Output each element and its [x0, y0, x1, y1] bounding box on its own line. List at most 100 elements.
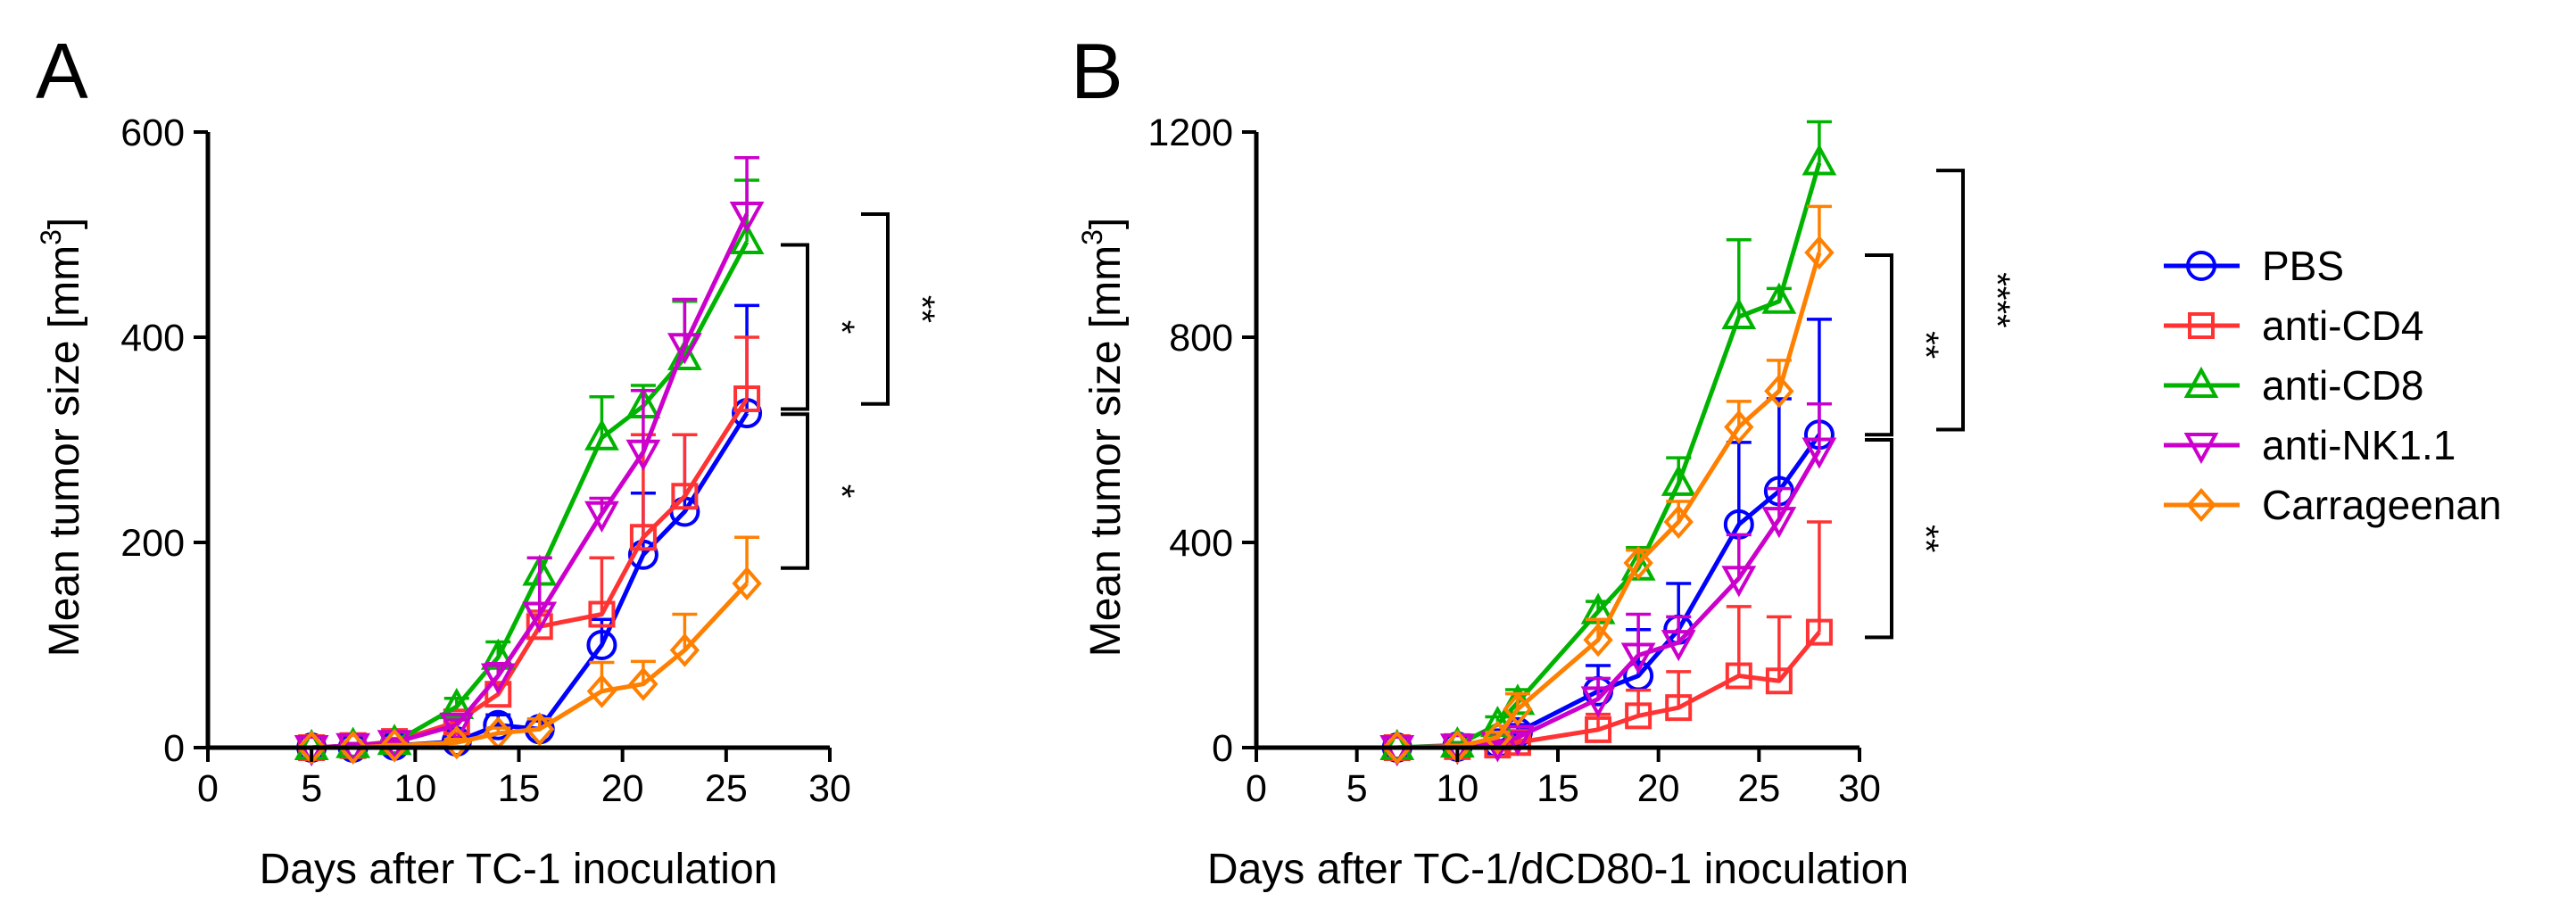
- data-point: [1482, 720, 1513, 755]
- significance-label: **: [1906, 525, 1945, 552]
- y-tick-label: 400: [120, 317, 185, 360]
- data-point: [1623, 545, 1653, 581]
- x-tick-label: 10: [1436, 767, 1479, 810]
- data-point: [1620, 642, 1656, 674]
- x-tick-label: 0: [1246, 767, 1267, 810]
- series-line: [311, 240, 750, 750]
- data-point: [1665, 694, 1693, 722]
- data-point: [483, 709, 514, 740]
- data-point: [733, 385, 761, 412]
- significance-label: *: [822, 320, 861, 335]
- series-carrageenan: [1382, 204, 1835, 765]
- y-tick-label: 200: [120, 522, 185, 565]
- legend-marker: [2186, 251, 2216, 281]
- data-point: [1663, 504, 1694, 540]
- data-point: [1805, 618, 1833, 646]
- legend-marker: [2186, 487, 2216, 523]
- data-point: [485, 681, 512, 708]
- data-point: [671, 483, 699, 510]
- x-tick-label: 25: [1737, 767, 1780, 810]
- data-point: [586, 674, 617, 708]
- legend-label: anti-CD4: [2262, 302, 2424, 349]
- significance-bracket: [1865, 253, 1893, 437]
- y-tick-label: 1200: [1147, 112, 1233, 154]
- x-tick-label: 30: [808, 767, 851, 810]
- panel-b-y-axis-label: Mean tumor size [mm3]: [1076, 218, 1130, 658]
- data-point: [1580, 686, 1616, 718]
- significance-label: **: [902, 295, 941, 323]
- significance-bracket: [861, 212, 890, 406]
- series-anti-cd8: [294, 178, 765, 760]
- series-line: [1396, 161, 1822, 750]
- data-point: [628, 666, 658, 701]
- x-tick-label: 10: [393, 767, 436, 810]
- legend-item: PBS: [2164, 243, 2344, 289]
- series-line: [1396, 449, 1822, 750]
- data-point: [1761, 507, 1797, 539]
- x-tick-label: 25: [705, 767, 748, 810]
- x-tick-label: 30: [1838, 767, 1881, 810]
- y-tick-label: 400: [1169, 522, 1233, 565]
- data-point: [525, 712, 555, 747]
- data-point: [442, 725, 472, 760]
- data-point: [1724, 410, 1754, 444]
- legend-marker: [2183, 366, 2219, 398]
- significance-bracket: [781, 412, 809, 570]
- y-tick-label: 0: [163, 727, 185, 770]
- data-point: [629, 524, 657, 551]
- x-tick-label: 5: [301, 767, 322, 810]
- panel-b-letter: B: [1071, 27, 1123, 115]
- x-tick-label: 5: [1346, 767, 1368, 810]
- data-point: [439, 712, 475, 744]
- data-point: [584, 500, 619, 533]
- significance-bracket: [781, 243, 809, 411]
- data-point: [337, 730, 369, 765]
- series-carrageenan: [296, 535, 762, 765]
- data-point: [584, 418, 619, 451]
- significance-label: **: [1906, 331, 1945, 359]
- data-point: [1500, 724, 1536, 757]
- series-anti-nk1-1: [1379, 402, 1837, 767]
- data-point: [1761, 282, 1797, 314]
- data-point: [1721, 566, 1757, 598]
- panel-a-letter: A: [36, 27, 88, 115]
- series-line: [1396, 252, 1822, 750]
- panel-a-y-axis-label: Mean tumor size [mm3]: [35, 218, 88, 658]
- data-point: [625, 439, 661, 471]
- legend-label: anti-NK1.1: [2262, 422, 2456, 468]
- data-point: [1802, 437, 1837, 469]
- data-point: [1382, 730, 1412, 765]
- significance-label: ****: [1977, 272, 2017, 327]
- legend-marker: [2188, 312, 2215, 339]
- y-tick-label: 800: [1169, 317, 1233, 360]
- data-point: [1661, 630, 1696, 662]
- panel-a-significance: ****: [781, 212, 941, 570]
- data-point: [1583, 623, 1613, 658]
- data-point: [439, 687, 475, 719]
- data-point: [729, 222, 765, 255]
- data-point: [1802, 144, 1837, 176]
- legend-label: anti-CD8: [2262, 362, 2424, 409]
- data-point: [1721, 297, 1757, 329]
- panel-b-marks: [1379, 120, 1837, 767]
- legend-item: anti-NK1.1: [2164, 422, 2456, 468]
- data-point: [1585, 716, 1612, 743]
- legend-label: Carrageenan: [2262, 482, 2502, 528]
- x-tick-label: 15: [1536, 767, 1579, 810]
- legend-item: anti-CD8: [2164, 362, 2424, 409]
- legend-item: anti-CD4: [2164, 302, 2424, 349]
- data-point: [732, 566, 762, 601]
- legend: PBS anti-CD4 anti-CD8 anti-NK1.1 Carrageenan: [2164, 243, 2502, 528]
- legend-marker: [2183, 433, 2219, 465]
- y-tick-label: 600: [120, 112, 185, 154]
- data-point: [1661, 464, 1696, 496]
- series-anti-nk1-1: [294, 156, 765, 767]
- data-point: [1765, 667, 1793, 695]
- panel-b: B 0 5 10 15 20 25 30 0 400 800 1200 Days after TC-…: [1071, 27, 2017, 893]
- panel-a-axes: 0 5 10 15 20 25 30 0 200 400 600: [120, 112, 851, 810]
- data-point: [1804, 236, 1835, 270]
- x-tick-label: 20: [1637, 767, 1680, 810]
- panel-b-axes: 0 5 10 15 20 25 30 0 400 800 1200: [1147, 112, 1881, 810]
- data-point: [379, 728, 410, 763]
